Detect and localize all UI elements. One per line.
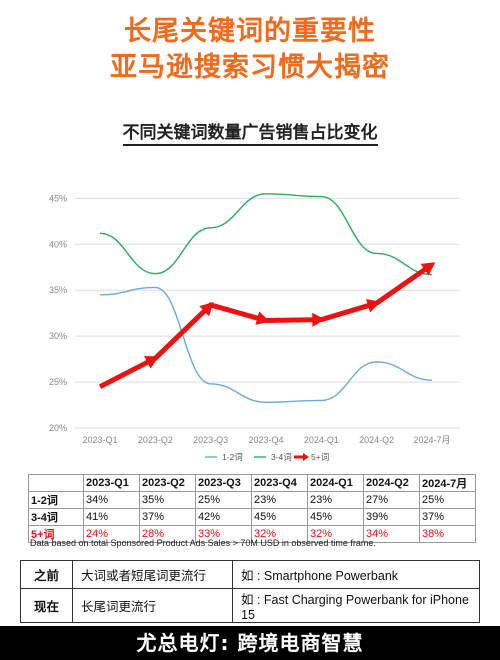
table-header-cell (28, 474, 84, 492)
x-tick-label: 2024-Q2 (359, 435, 394, 445)
table-cell: 45% (251, 508, 308, 526)
arrowhead-shape (420, 262, 436, 276)
series-arrowhead (366, 298, 381, 313)
table-cell: 28% (139, 525, 196, 543)
table-cell: 45% (307, 508, 364, 526)
y-axis-ticks: 20% 25% 30% 35% 40% 45% (49, 193, 67, 433)
footer-banner: 尤总电灯: 跨境电商智慧 (0, 626, 500, 660)
table-header-row: 2023-Q1 2023-Q2 2023-Q3 2023-Q4 2024-Q1 … (28, 474, 476, 492)
series-arrowhead (255, 311, 270, 325)
line-chart: 20% 25% 30% 35% 40% 45% 2023-Q1 2023-Q2 2023-Q3… (49, 193, 460, 462)
comparison-desc: 长尾词更流行 (72, 588, 233, 623)
y-tick-label: 35% (49, 285, 67, 295)
y-tick-label: 30% (49, 331, 67, 341)
page-title-line2: 亚马逊搜索习惯大揭密 (110, 52, 390, 83)
table-cell: 41% (83, 508, 140, 526)
table-cell: 3-4词 (28, 508, 84, 526)
legend-swatch-arrow (303, 453, 309, 461)
arrowhead-shape (199, 302, 214, 317)
table-cell: 5+词 (28, 525, 84, 543)
chart-series (98, 193, 436, 403)
x-tick-label: 2024-7月 (413, 435, 450, 445)
data-source-note: Data based on total Sponsored Product Ad… (30, 538, 376, 548)
x-tick-label: 2023-Q2 (138, 435, 173, 445)
series-arrowhead (144, 356, 159, 369)
series-line-3-4 (99, 193, 433, 276)
table-cell: 25% (419, 491, 476, 509)
y-tick-label: 40% (49, 239, 67, 249)
table-header-cell: 2024-Q1 (307, 474, 364, 492)
table-row: 1-2词 34% 35% 25% 23% 23% 27% 25% (28, 491, 476, 509)
y-tick-label: 45% (49, 193, 67, 203)
table-cell: 34% (83, 491, 140, 509)
series-arrowhead (199, 302, 214, 317)
table-header-cell: 2024-Q2 (363, 474, 420, 492)
table-cell: 35% (139, 491, 196, 509)
legend-label: 3-4词 (271, 452, 292, 462)
chart-title: 不同关键词数量广告销售占比变化 (0, 118, 500, 146)
series-line-1-2 (99, 286, 433, 403)
x-tick-label: 2023-Q3 (193, 435, 228, 445)
table-cell: 27% (363, 491, 420, 509)
table-cell: 32% (251, 525, 308, 543)
table-cell: 37% (139, 508, 196, 526)
series-arrowhead (420, 262, 436, 276)
table-header-cell: 2023-Q2 (139, 474, 196, 492)
table-cell: 37% (419, 508, 476, 526)
page-title-line1: 长尾关键词的重要性 (124, 16, 376, 47)
comparison-row: 之前 大词或者短尾词更流行 如 : Smartphone Powerbank (20, 560, 480, 589)
arrowhead-shape (366, 298, 381, 313)
table-cell: 38% (419, 525, 476, 543)
table-cell: 23% (307, 491, 364, 509)
chart-legend: 1-2词 3-4词 5+词 (205, 452, 329, 462)
table-header-cell: 2023-Q3 (195, 474, 252, 492)
table-row: 3-4词 41% 37% 42% 45% 45% 39% 37% (28, 508, 476, 526)
table-header-cell: 2023-Q4 (251, 474, 308, 492)
comparison-label: 现在 (20, 588, 73, 623)
comparison-table: 之前 大词或者短尾词更流行 如 : Smartphone Powerbank 现… (20, 560, 480, 623)
legend-label: 1-2词 (222, 452, 243, 462)
table-cell: 34% (363, 525, 420, 543)
arrowhead-shape (144, 356, 159, 369)
table-row: 5+词 24% 28% 33% 32% 32% 34% 38% (28, 525, 476, 543)
arrowhead-shape (255, 311, 270, 325)
arrowhead-shape (312, 312, 326, 327)
comparison-example: 如 : Fast Charging Powerbank for iPhone 1… (232, 588, 480, 623)
x-tick-label: 2023-Q4 (248, 435, 283, 445)
x-tick-label: 2023-Q1 (82, 435, 117, 445)
table-cell: 23% (251, 491, 308, 509)
table-header-cell: 2024-7月 (419, 474, 476, 492)
comparison-desc: 大词或者短尾词更流行 (72, 560, 233, 589)
table-cell: 39% (363, 508, 420, 526)
series-arrowhead (312, 312, 326, 327)
comparison-row: 现在 长尾词更流行 如 : Fast Charging Powerbank fo… (20, 588, 480, 623)
legend-label: 5+词 (311, 452, 329, 462)
table-cell: 25% (195, 491, 252, 509)
series-line-5plus (98, 262, 434, 389)
comparison-label: 之前 (20, 560, 73, 589)
y-tick-label: 25% (49, 377, 67, 387)
table-cell: 42% (195, 508, 252, 526)
y-tick-label: 20% (49, 423, 67, 433)
x-tick-label: 2024-Q1 (304, 435, 339, 445)
x-axis-ticks: 2023-Q1 2023-Q2 2023-Q3 2023-Q4 2024-Q1 2024-… (82, 435, 450, 445)
chart-grid (75, 197, 460, 429)
data-table: 2023-Q1 2023-Q2 2023-Q3 2023-Q4 2024-Q1 … (28, 474, 476, 543)
table-header-cell: 2023-Q1 (83, 474, 140, 492)
table-cell: 33% (195, 525, 252, 543)
table-cell: 1-2词 (28, 491, 84, 509)
comparison-example: 如 : Smartphone Powerbank (232, 560, 480, 589)
